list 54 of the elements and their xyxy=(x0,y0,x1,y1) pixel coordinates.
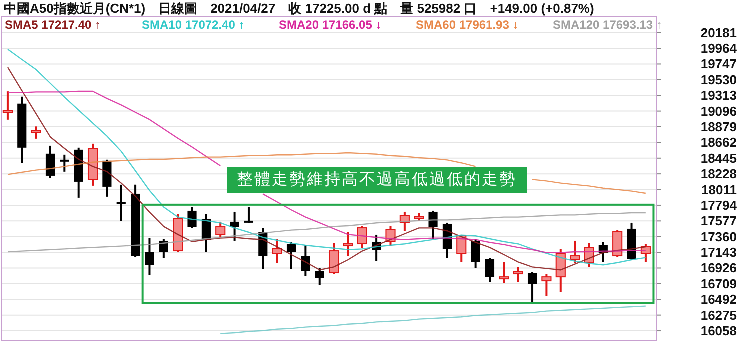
candlestick xyxy=(301,244,310,278)
candlestick xyxy=(230,210,240,242)
line-series xyxy=(7,212,646,253)
candlestick xyxy=(116,184,126,222)
candlestick xyxy=(286,240,296,270)
candlestick xyxy=(188,206,197,230)
chart-title: 中國A50指數近月(CN*1) 日線圖 2021/04/27 收 17225.00 d 點 量 525982 口 +149.00 (+0.87%) xyxy=(4,1,594,16)
candlestick xyxy=(2,90,13,121)
y-tick-label: 18011 xyxy=(702,182,737,198)
y-tick-label: 17794 xyxy=(700,198,738,213)
candlestick xyxy=(60,154,70,173)
y-tick-label: 16492 xyxy=(700,292,737,308)
text: SMA60 17961.93 ↓ xyxy=(416,18,519,32)
candlestick xyxy=(31,126,42,140)
candlestick xyxy=(315,267,324,286)
y-tick-label: 17143 xyxy=(700,245,737,260)
y-tick-label: 17360 xyxy=(700,229,737,244)
text: SMA120 17693.13 ↑ xyxy=(553,18,662,32)
candlestick xyxy=(542,273,552,298)
candlestick xyxy=(145,237,154,276)
candlestick xyxy=(244,206,254,224)
y-tick-label: 18445 xyxy=(700,150,737,166)
y-tick-label: 16926 xyxy=(700,260,737,276)
candlestick xyxy=(471,238,480,270)
y-tick-label: 19747 xyxy=(700,56,737,72)
text: SMA20 17166.05 ↓ xyxy=(279,18,382,32)
candlestick xyxy=(499,261,510,284)
candlestick xyxy=(428,210,438,240)
y-tick-label: 19964 xyxy=(700,41,738,56)
y-tick-label: 16275 xyxy=(700,308,737,323)
candlestick xyxy=(46,144,56,179)
candlestick xyxy=(485,257,495,284)
y-tick-label: 16709 xyxy=(700,276,737,292)
y-tick-label: 17577 xyxy=(700,214,737,229)
candlestick xyxy=(216,220,226,240)
y-tick-label: 19313 xyxy=(700,88,737,104)
y-tick-label: 18879 xyxy=(700,120,737,134)
candlestick xyxy=(343,231,354,258)
y-tick-label: 18228 xyxy=(700,166,737,182)
y-tick-label: 19096 xyxy=(700,104,737,119)
line-series xyxy=(220,306,646,334)
candlestick xyxy=(357,225,368,249)
text: SMA5 17217.40 ↑ xyxy=(5,18,102,32)
candlestick xyxy=(513,266,524,284)
candlestick xyxy=(570,240,580,264)
text: SMA10 17072.40 ↑ xyxy=(142,18,245,32)
candlestick xyxy=(528,271,538,304)
y-tick-label: 20181 xyxy=(700,25,737,40)
y-tick-label: 19530 xyxy=(700,72,737,88)
y-tick-label: 16058 xyxy=(700,324,737,339)
candlestick xyxy=(329,242,340,276)
annotation: 整體走勢維持高不過高低過低的走勢 xyxy=(237,170,517,188)
candlestick xyxy=(272,238,282,264)
y-tick-label: 18662 xyxy=(700,135,737,150)
